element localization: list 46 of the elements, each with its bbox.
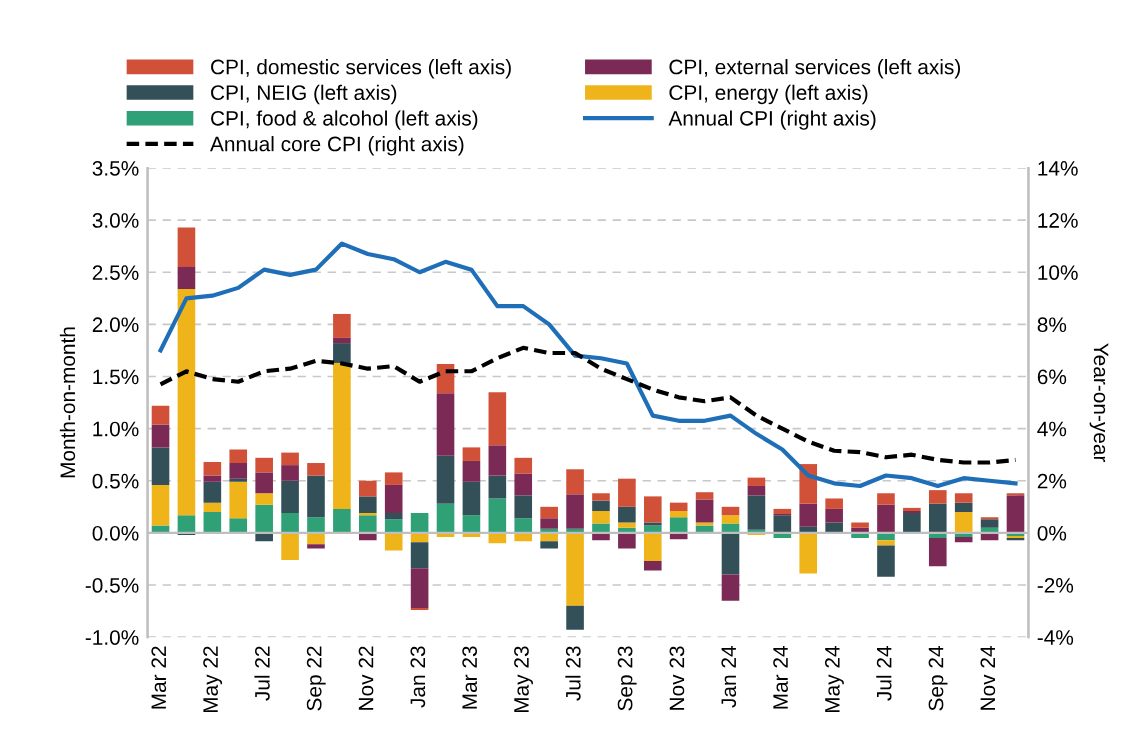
x-tick-label: Mar 24 — [773, 646, 788, 709]
x-tick-label: Nov 24 — [980, 646, 996, 710]
legend-label: Annual core CPI (right axis) — [210, 136, 464, 156]
y2-tick-label: 12% — [1038, 213, 1078, 228]
y-tick-label: 2.0% — [92, 317, 139, 333]
y-tick-label: 3.5% — [92, 160, 139, 176]
y2-tick-label: -2% — [1037, 578, 1074, 593]
legend-label: CPI, energy (left axis) — [669, 84, 868, 105]
legend-label: Annual CPI (right axis) — [668, 110, 876, 130]
y-tick-label: 2.5% — [92, 265, 139, 280]
y-tick-label: 0.5% — [92, 473, 139, 489]
x-tick-label: Sep 22 — [306, 646, 326, 711]
y2-tick-label: 14% — [1038, 161, 1078, 176]
y2-tick-label: 10% — [1038, 265, 1078, 280]
x-tick-label: Sep 23 — [617, 646, 637, 711]
x-tick-label: Nov 22 — [358, 646, 374, 710]
y-tick-label: -1.0% — [85, 630, 139, 645]
x-tick-label: Jan 24 — [721, 646, 737, 708]
x-tick-label: Jul 24 — [876, 646, 892, 701]
y2-tick-label: 8% — [1037, 317, 1067, 333]
y2-tick-label: 4% — [1037, 421, 1067, 437]
y-tick-label: 1.5% — [93, 369, 139, 385]
legend-label: CPI, external services (left axis) — [669, 59, 960, 79]
y-tick-label: 0.0% — [92, 525, 139, 541]
y2-axis-title: Year-on-year — [1089, 343, 1109, 463]
y-axis-title: Month-on-month — [59, 327, 76, 478]
y2-tick-label: -4% — [1037, 630, 1074, 645]
legend-label: CPI, food & alcohol (left axis) — [211, 110, 478, 130]
x-tick-label: Jul 23 — [565, 646, 581, 701]
x-tick-label: May 23 — [514, 646, 533, 713]
x-tick-label: Mar 22 — [151, 646, 167, 709]
x-tick-label: Mar 23 — [462, 646, 478, 709]
x-tick-label: May 24 — [824, 646, 844, 713]
legend-label: CPI, domestic services (left axis) — [211, 59, 511, 79]
x-tick-label: May 22 — [203, 646, 223, 713]
y2-tick-label: 0% — [1037, 525, 1067, 541]
y-tick-label: -0.5% — [85, 578, 139, 593]
x-tick-label: Jul 22 — [254, 646, 270, 701]
x-tick-label: Sep 24 — [928, 646, 948, 711]
legend-label: CPI, NEIG (left axis) — [211, 84, 397, 105]
y-tick-label: 3.0% — [92, 213, 139, 228]
x-tick-label: Jan 23 — [410, 646, 426, 708]
y-tick-label: 1.0% — [93, 421, 139, 437]
y2-tick-label: 6% — [1037, 369, 1067, 385]
x-tick-label: Nov 23 — [669, 646, 685, 710]
y2-tick-label: 2% — [1037, 473, 1067, 489]
